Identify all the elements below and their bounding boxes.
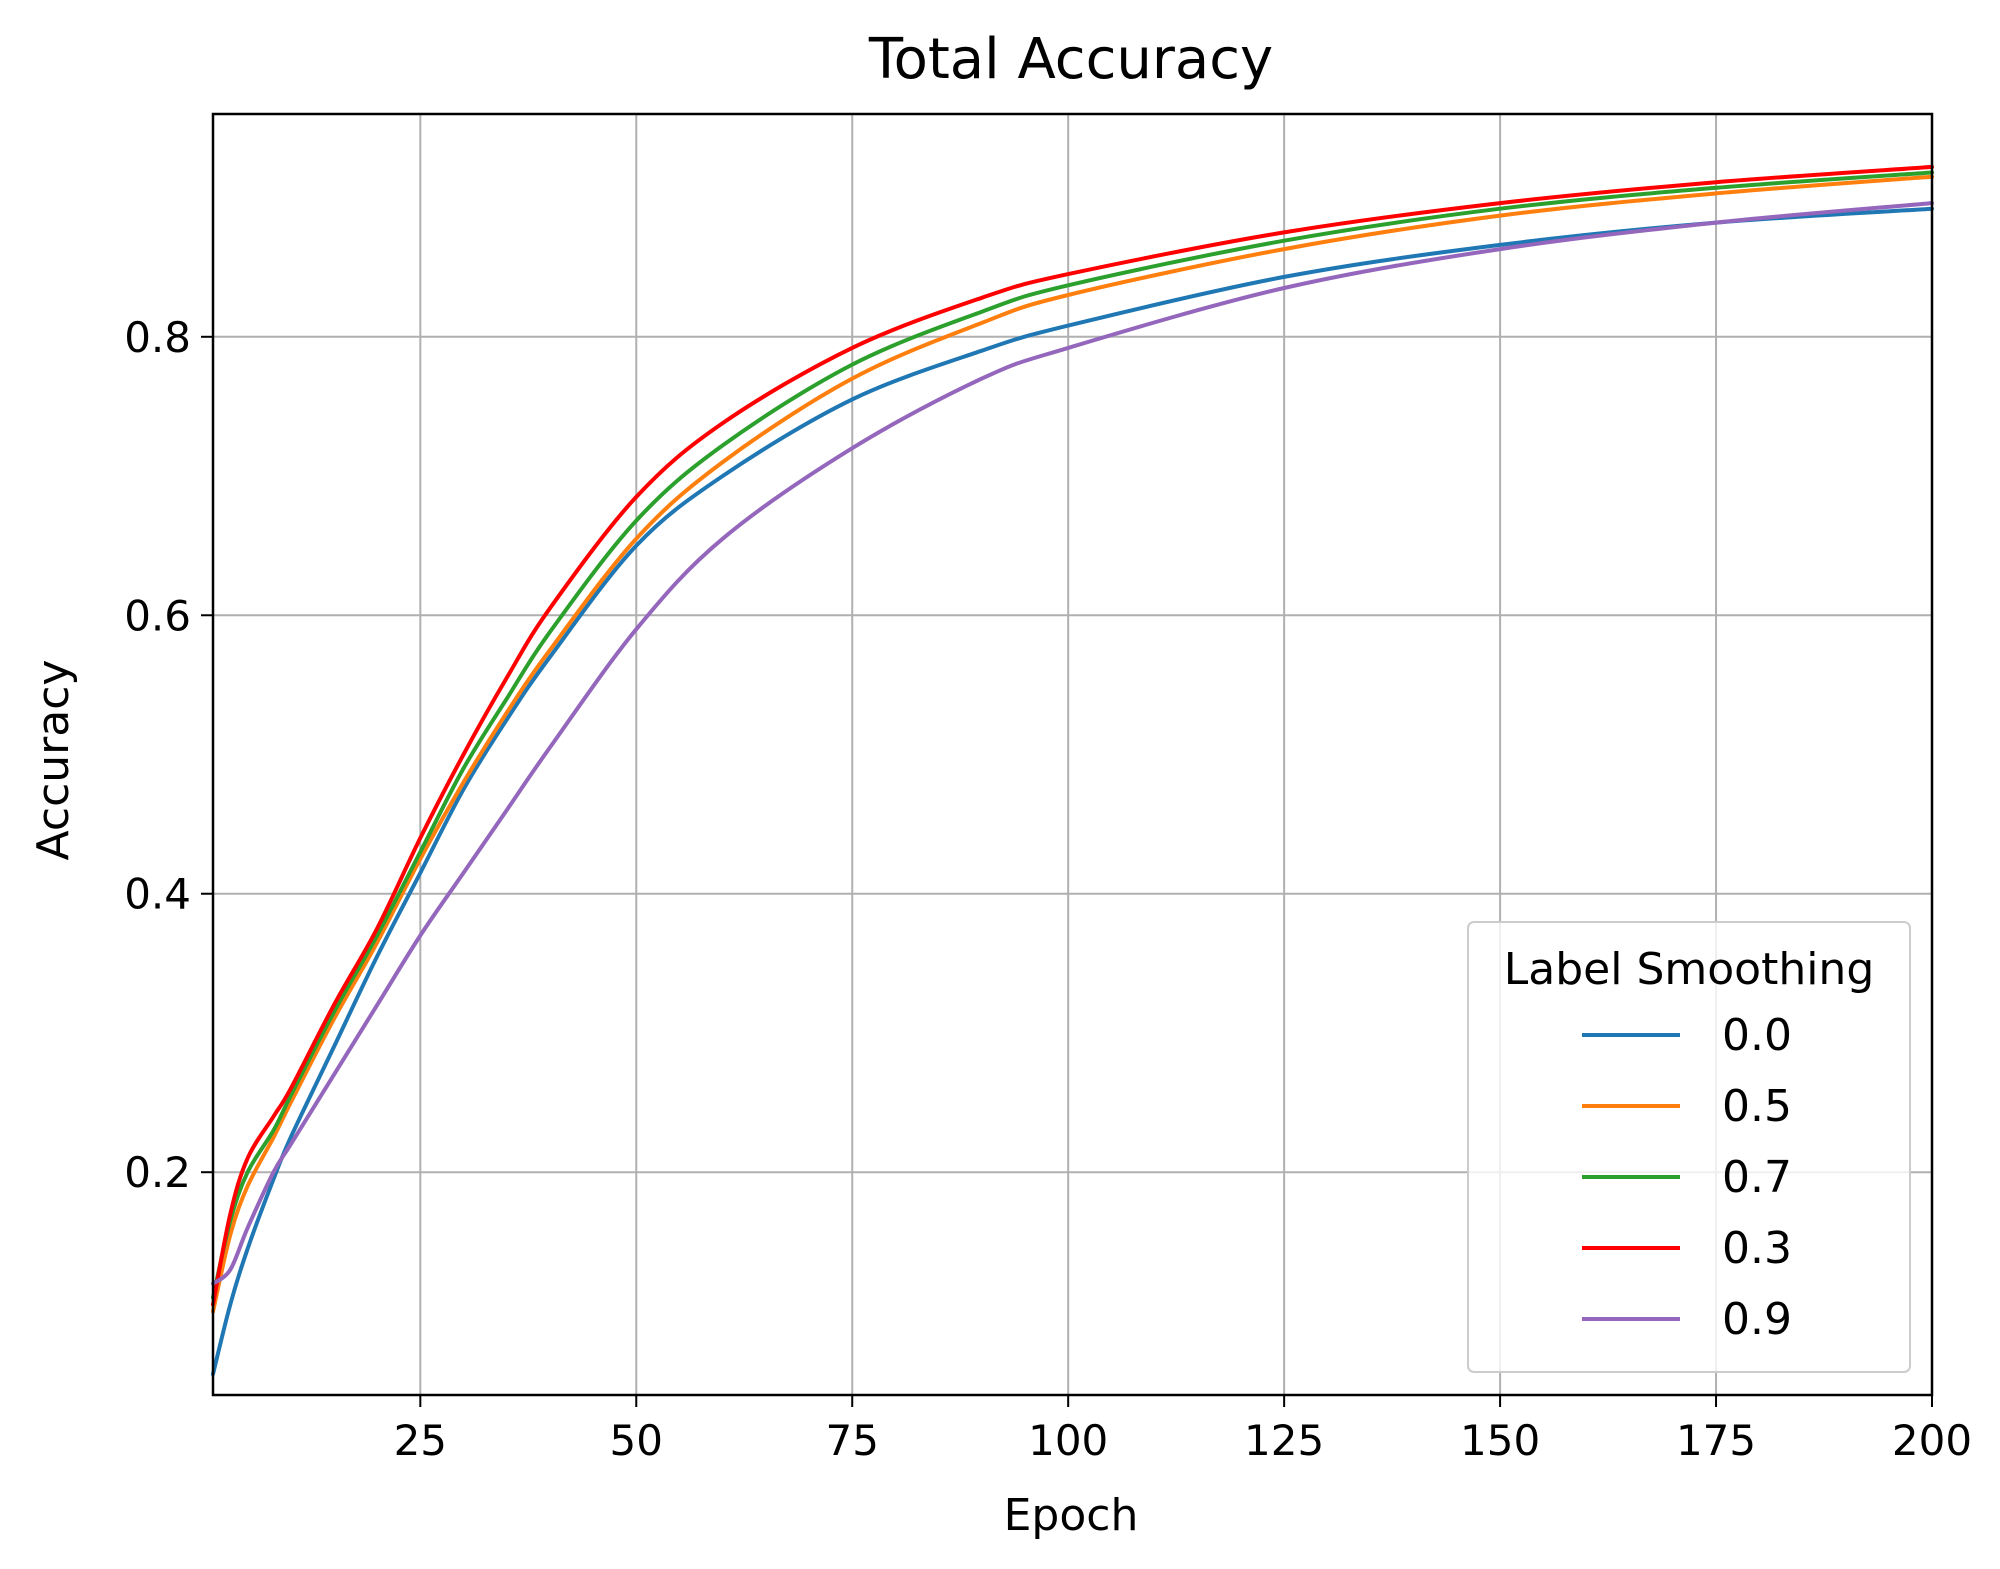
x-tick-label: 100 bbox=[1028, 1416, 1108, 1465]
legend-label: 0.0 bbox=[1722, 1010, 1792, 1061]
series-line-0-3 bbox=[211, 164, 1934, 1307]
series-line-0-0 bbox=[211, 206, 1934, 1377]
x-tick-label: 200 bbox=[1892, 1416, 1972, 1465]
y-axis: 0.2 0.4 0.6 0.8 bbox=[124, 313, 213, 1197]
legend-label: 0.3 bbox=[1722, 1223, 1792, 1274]
x-tick-label: 125 bbox=[1244, 1416, 1324, 1465]
legend-title: Label Smoothing bbox=[1504, 944, 1875, 995]
series-line-0-5 bbox=[211, 174, 1934, 1314]
legend: Label Smoothing 0.0 0.5 0.7 0.3 0.9 bbox=[1467, 921, 1911, 1373]
x-axis-label: Epoch bbox=[1004, 1490, 1139, 1541]
legend-label: 0.9 bbox=[1722, 1294, 1792, 1345]
x-axis: 25 50 75 100 125 150 175 200 bbox=[394, 1395, 1972, 1465]
chart-title: Total Accuracy bbox=[868, 27, 1273, 92]
series-layer bbox=[211, 164, 1934, 1377]
series-line-0-9 bbox=[211, 201, 1934, 1286]
legend-box bbox=[1467, 921, 1911, 1373]
x-tick-label: 150 bbox=[1460, 1416, 1540, 1465]
x-tick-label: 75 bbox=[825, 1416, 878, 1465]
y-tick-label: 0.8 bbox=[124, 313, 191, 362]
legend-label: 0.7 bbox=[1722, 1152, 1792, 1203]
y-tick-label: 0.2 bbox=[124, 1148, 191, 1197]
x-tick-label: 25 bbox=[394, 1416, 447, 1465]
legend-label: 0.5 bbox=[1722, 1081, 1792, 1132]
x-tick-label: 50 bbox=[610, 1416, 663, 1465]
plot-frame bbox=[211, 112, 1934, 1397]
y-axis-label: Accuracy bbox=[28, 660, 79, 861]
series-line-0-7 bbox=[211, 170, 1934, 1300]
x-tick-label: 175 bbox=[1676, 1416, 1756, 1465]
y-tick-label: 0.6 bbox=[124, 591, 191, 640]
legend-items: 0.0 0.5 0.7 0.3 0.9 bbox=[1582, 1010, 1792, 1345]
y-tick-label: 0.4 bbox=[124, 870, 191, 919]
